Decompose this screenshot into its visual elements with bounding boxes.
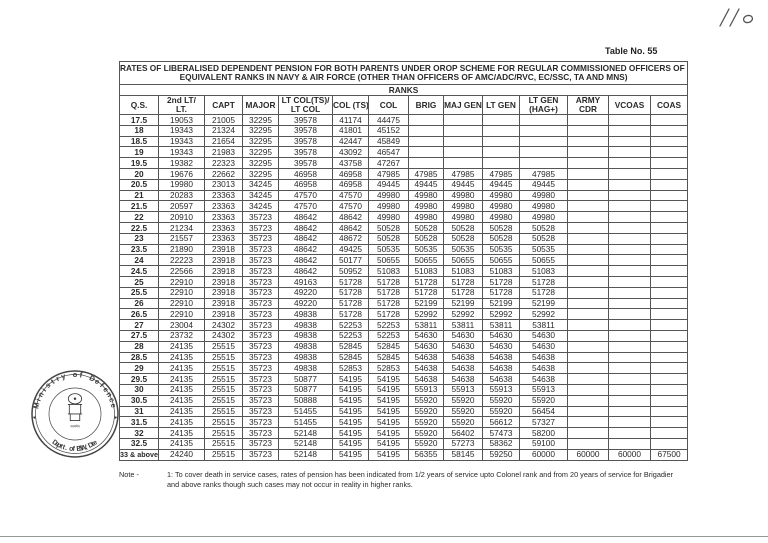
svg-text:सत्यमेव: सत्यमेव — [70, 423, 79, 428]
svg-text:.: . — [64, 445, 68, 452]
svg-text:*: * — [110, 416, 119, 420]
svg-text:f: f — [72, 446, 75, 453]
svg-text:M: M — [31, 402, 41, 410]
svg-text:o: o — [73, 370, 78, 379]
